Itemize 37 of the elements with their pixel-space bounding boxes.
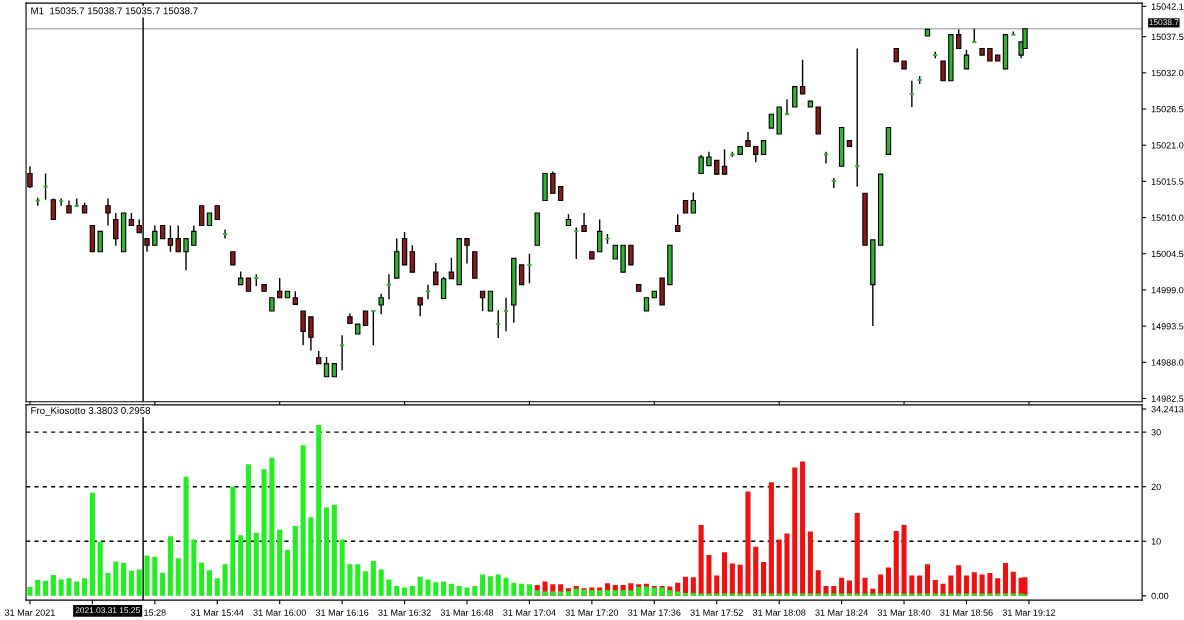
y-tick-label: 30 bbox=[1151, 429, 1161, 436]
y-tick-label: 10 bbox=[1151, 538, 1161, 545]
y-tick-label: 14982.5 bbox=[1151, 395, 1184, 402]
y-tick-label: 15021.0 bbox=[1151, 142, 1184, 149]
y-tick-label: 15037.5 bbox=[1151, 33, 1184, 41]
chart-title: M1 15035.7 15038.7 15035.7 15038.7 bbox=[31, 7, 198, 15]
y-tick-label: 15032.0 bbox=[1151, 69, 1184, 77]
x-tick-label: 31 Mar 17:36 bbox=[628, 609, 681, 616]
x-tick-label: 31 Mar 18:56 bbox=[940, 609, 993, 616]
y-tick-label: 34.2413 bbox=[1151, 405, 1184, 413]
x-tick-label: 31 Mar 16:48 bbox=[440, 609, 494, 616]
x-tick-label: 31 Mar 18:08 bbox=[752, 609, 806, 616]
x-tick-label: 31 Mar 17:04 bbox=[503, 609, 556, 616]
x-tick-label: 31 Mar 16:16 bbox=[315, 609, 369, 616]
y-tick-label: 20 bbox=[1151, 483, 1161, 491]
y-tick-label: 15004.5 bbox=[1151, 250, 1184, 258]
x-tick-label: 31 Mar 17:52 bbox=[690, 609, 743, 616]
x-tick-label: 31 Mar 2021 bbox=[4, 609, 55, 616]
x-tick-label: 31 Mar 17:20 bbox=[565, 609, 619, 616]
y-tick-label: 14999.0 bbox=[1151, 286, 1184, 294]
ref-line-label: 2021.03.31 15:25 bbox=[75, 607, 140, 614]
y-tick-label: 15042.1 bbox=[1151, 3, 1184, 10]
x-tick-label: 31 Mar 15:44 bbox=[191, 609, 244, 616]
y-tick-label: 15026.5 bbox=[1151, 105, 1184, 113]
y-tick-label: 0.00 bbox=[1151, 592, 1169, 600]
ref-line-label: 15038.7 bbox=[1149, 19, 1179, 26]
y-tick-label: 15010.0 bbox=[1151, 214, 1184, 221]
x-tick-label: 31 Mar 18:24 bbox=[815, 609, 868, 616]
y-tick-label: 15015.5 bbox=[1151, 178, 1184, 185]
x-tick-label: 31 Mar 18:40 bbox=[877, 609, 931, 616]
chart-title: Fro_Kiosotto 3.3803 0.2958 bbox=[31, 406, 151, 416]
y-tick-label: 14993.5 bbox=[1151, 323, 1184, 330]
x-tick-label: 31 Mar 19:12 bbox=[1002, 609, 1056, 616]
x-tick-label: 31 Mar 16:32 bbox=[378, 609, 431, 616]
x-tick-label: 15:28 bbox=[144, 609, 166, 616]
y-tick-label: 14988.0 bbox=[1151, 359, 1184, 366]
x-tick-label: 31 Mar 16:00 bbox=[253, 609, 306, 616]
